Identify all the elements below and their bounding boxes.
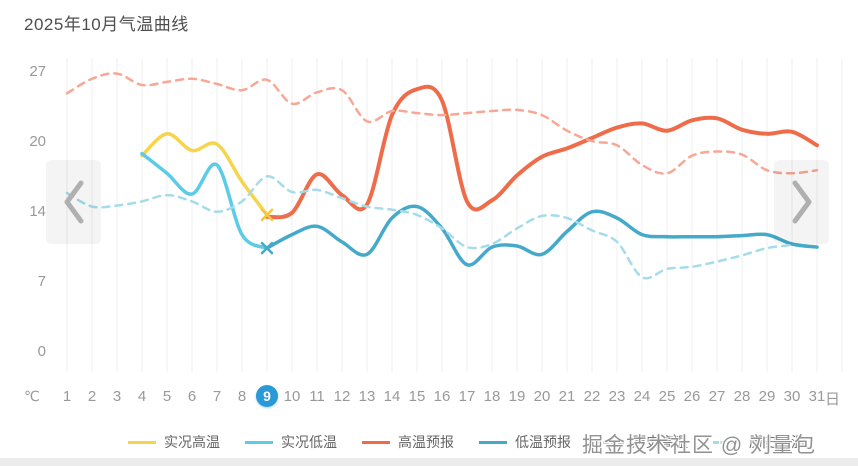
legend-label: 实况高温	[164, 434, 220, 450]
prev-period-button[interactable]	[46, 160, 101, 244]
x-axis-day-label[interactable]: 20	[533, 388, 551, 405]
x-axis-day-label[interactable]: 6	[187, 388, 197, 405]
legend-item-1[interactable]: 实况低温	[245, 432, 337, 452]
x-axis-day-label[interactable]: 4	[137, 388, 147, 405]
x-axis-day-label[interactable]: 24	[633, 388, 651, 405]
series-2-line	[265, 84, 819, 220]
legend-item-3[interactable]: 低温预报	[479, 432, 571, 452]
legend-swatch-icon	[713, 440, 741, 444]
legend-swatch-icon	[362, 440, 390, 444]
x-axis-day-label[interactable]: 18	[483, 388, 501, 405]
y-axis-label: 27	[29, 62, 46, 80]
legend-swatch-icon	[128, 440, 156, 444]
x-axis-day-label[interactable]: 2	[87, 388, 97, 405]
legend-item-2[interactable]: 高温预报	[362, 432, 454, 452]
x-axis-day-label[interactable]: 23	[608, 388, 626, 405]
chart-legend: 实况高温 实况低温 高温预报 低温预报 历史高温 历史低温	[128, 432, 805, 452]
legend-label: 低温预报	[515, 434, 571, 450]
legend-item-0[interactable]: 实况高温	[128, 432, 220, 452]
y-axis-unit-label: ℃	[24, 388, 40, 404]
legend-item-4[interactable]: 历史高温	[596, 432, 688, 452]
x-axis-day-label[interactable]: 26	[683, 388, 701, 405]
legend-label: 历史高温	[632, 434, 688, 450]
x-axis-day-label[interactable]: 28	[733, 388, 751, 405]
x-axis-day-label[interactable]: 29	[758, 388, 776, 405]
series-4-line	[65, 72, 819, 175]
chevron-left-icon	[64, 180, 83, 224]
y-axis-label: 7	[37, 272, 46, 290]
x-axis-day-label[interactable]: 5	[162, 388, 172, 405]
x-axis-day-label[interactable]: 25	[658, 388, 676, 405]
next-period-button[interactable]	[774, 160, 829, 244]
x-axis-day-label[interactable]: 21	[558, 388, 576, 405]
x-axis-day-label[interactable]: 14	[383, 388, 401, 405]
series-3-line	[265, 204, 819, 267]
series-1-line	[140, 151, 269, 250]
x-axis-day-suffix: 日	[825, 391, 841, 408]
legend-label: 高温预报	[398, 434, 454, 450]
data-point-x-marker	[260, 208, 274, 222]
y-axis-label: 14	[29, 202, 46, 220]
x-axis-day-label[interactable]: 16	[433, 388, 451, 405]
x-axis-day-label[interactable]: 22	[583, 388, 601, 405]
x-axis-day-label[interactable]: 13	[358, 388, 376, 405]
watermark: 掘金技术社区 @ 刘量包	[582, 434, 816, 457]
legend-swatch-icon	[479, 440, 507, 444]
x-axis-day-label[interactable]: 11	[309, 388, 325, 405]
x-axis-day-label[interactable]: 19	[508, 388, 526, 405]
legend-label: 历史低温	[749, 434, 805, 450]
bottom-divider-strip	[0, 458, 858, 466]
x-axis-day-label[interactable]: 7	[212, 388, 222, 405]
data-point-x-marker	[260, 241, 274, 255]
x-axis-day-label-selected[interactable]: 9	[256, 385, 278, 407]
legend-swatch-icon	[245, 440, 273, 444]
y-axis-label: 20	[29, 132, 46, 150]
x-axis-day-label[interactable]: 12	[333, 388, 351, 405]
x-axis-day-label[interactable]: 8	[237, 388, 247, 405]
series-0-line	[140, 132, 269, 217]
chart-title: 2025年10月气温曲线	[24, 15, 189, 34]
x-axis-day-label[interactable]: 17	[458, 388, 476, 405]
legend-swatch-icon	[596, 440, 624, 444]
y-axis-label: 0	[37, 343, 46, 360]
x-axis-day-label[interactable]: 31	[808, 388, 826, 405]
series-5-line	[65, 175, 794, 280]
x-axis-day-label[interactable]: 30	[783, 388, 801, 405]
x-axis-day-label[interactable]: 3	[112, 388, 122, 405]
legend-item-5[interactable]: 历史低温	[713, 432, 805, 452]
x-axis-day-label[interactable]: 15	[408, 388, 426, 405]
x-axis-day-label[interactable]: 27	[708, 388, 726, 405]
x-axis-day-label[interactable]: 10	[283, 388, 301, 405]
legend-label: 实况低温	[281, 434, 337, 450]
chevron-right-icon	[792, 180, 811, 224]
x-axis-day-label[interactable]: 1	[62, 388, 72, 405]
